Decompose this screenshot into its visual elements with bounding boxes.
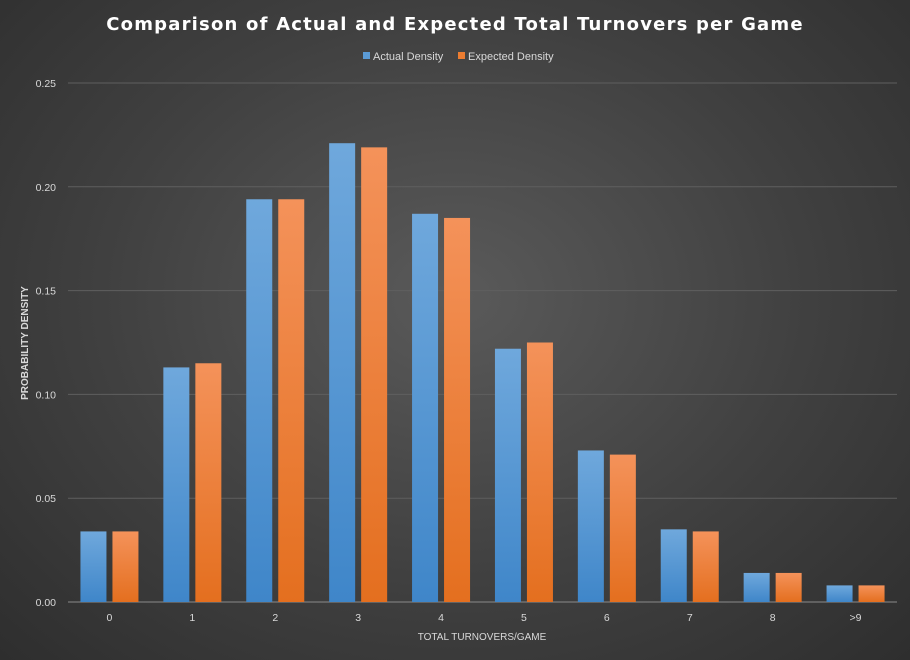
x-axis-ticks: 0 1 2 3 4 5 6 7 8 >9 (107, 612, 862, 624)
gridlines (68, 82, 897, 603)
y-axis-title: PROBABILITY DENSITY (20, 286, 31, 400)
bar-expected-density (112, 531, 139, 602)
bar-expected-density (195, 363, 222, 602)
bar-actual-density (494, 348, 521, 602)
bar-expected-density (278, 199, 305, 603)
x-tick-label: 2 (272, 612, 278, 624)
bar-actual-density (80, 531, 107, 602)
bar-expected-density (526, 342, 553, 602)
legend-label: Actual Density (373, 51, 444, 63)
legend: Actual Density Expected Density (363, 51, 554, 63)
legend-label: Expected Density (468, 51, 554, 63)
bar-actual-density (826, 585, 853, 602)
y-tick-label: 0.20 (36, 182, 57, 194)
x-tick-label: 3 (355, 612, 361, 624)
bar-actual-density (743, 572, 770, 602)
legend-swatch (363, 52, 370, 59)
x-axis-title: TOTAL TURNOVERS/GAME (418, 632, 547, 643)
bar-expected-density (444, 217, 471, 602)
x-tick-label: 1 (189, 612, 195, 624)
y-axis-ticks: 0.00 0.05 0.10 0.15 0.20 0.25 (36, 78, 57, 609)
bar-expected-density (775, 572, 802, 602)
bar-actual-density (163, 367, 190, 602)
legend-swatch (458, 52, 465, 59)
y-tick-label: 0.05 (36, 493, 57, 505)
x-tick-label: 8 (770, 612, 776, 624)
x-tick-label: 7 (687, 612, 693, 624)
bar-expected-density (361, 147, 388, 602)
x-tick-label: 0 (107, 612, 113, 624)
bar-actual-density (412, 213, 439, 602)
y-tick-label: 0.10 (36, 389, 57, 401)
x-tick-label: 4 (438, 612, 444, 624)
x-tick-label: 5 (521, 612, 527, 624)
y-tick-label: 0.00 (36, 597, 57, 609)
x-tick-label: >9 (850, 612, 862, 624)
bar-expected-density (858, 585, 885, 602)
y-tick-label: 0.15 (36, 286, 57, 298)
chart-title: Comparison of Actual and Expected Total … (106, 14, 804, 35)
bar-expected-density (609, 454, 636, 602)
x-tick-label: 6 (604, 612, 610, 624)
bar-actual-density (577, 450, 604, 602)
y-tick-label: 0.25 (36, 78, 57, 90)
bar-expected-density (692, 531, 719, 602)
bar-actual-density (329, 143, 356, 603)
bar-actual-density (660, 529, 687, 602)
bar-actual-density (246, 199, 273, 603)
bars (80, 143, 885, 603)
